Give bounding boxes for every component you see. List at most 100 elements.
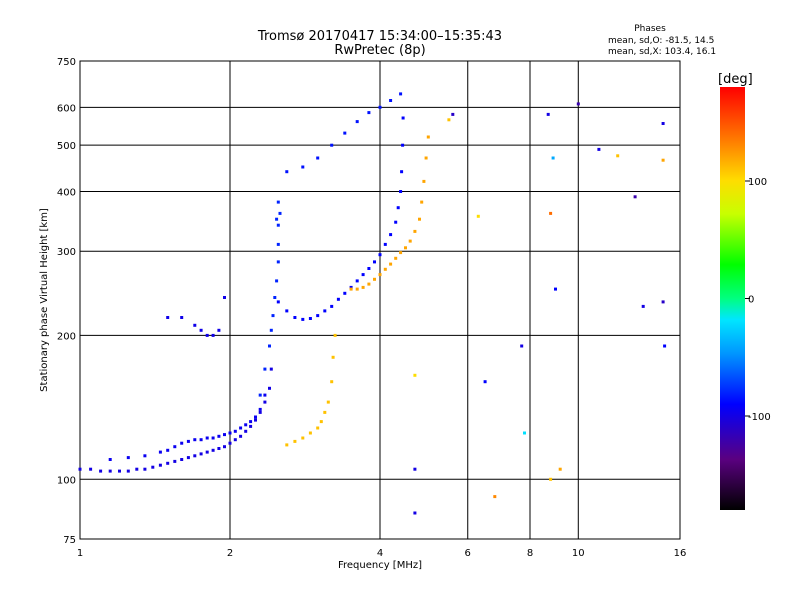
data-point <box>401 143 405 147</box>
data-point <box>271 314 275 318</box>
data-point <box>367 267 371 270</box>
data-point <box>254 415 257 419</box>
data-point <box>244 429 248 433</box>
data-point <box>301 317 305 321</box>
data-point <box>293 439 297 443</box>
data-point <box>193 438 197 442</box>
data-point <box>211 436 215 440</box>
data-point <box>399 190 403 193</box>
data-point <box>616 154 620 158</box>
data-point <box>373 260 376 264</box>
data-point <box>447 118 451 122</box>
data-point <box>223 433 226 437</box>
data-point <box>275 217 279 221</box>
data-point <box>275 279 279 283</box>
data-point <box>308 317 312 320</box>
data-point <box>108 458 112 461</box>
data-point <box>205 450 209 454</box>
data-point <box>278 211 282 215</box>
data-point <box>404 246 407 250</box>
data-point <box>205 436 209 440</box>
data-point <box>233 438 237 442</box>
data-point <box>223 296 226 299</box>
x-tick-label: 8 <box>527 548 533 559</box>
data-point <box>408 239 412 243</box>
x-tick-label: 10 <box>572 548 585 559</box>
data-point <box>426 135 430 139</box>
data-point <box>319 420 323 424</box>
y-tick-label: 75 <box>63 535 76 546</box>
data-point <box>661 300 665 304</box>
x-tick-label: 6 <box>465 548 471 559</box>
data-point <box>661 158 665 162</box>
x-tick-label: 2 <box>227 548 233 559</box>
data-point <box>343 291 347 295</box>
data-point <box>378 273 382 277</box>
data-point <box>330 143 334 147</box>
data-point <box>576 102 580 106</box>
data-point <box>89 467 93 471</box>
data-point <box>401 116 405 120</box>
data-point <box>308 431 312 435</box>
data-point <box>173 459 177 463</box>
data-point <box>520 344 524 348</box>
y-tick-label: 200 <box>57 331 76 342</box>
data-point <box>476 214 480 218</box>
data-point <box>316 426 320 430</box>
data-point <box>276 242 280 246</box>
data-point <box>420 200 424 204</box>
data-point <box>166 316 170 319</box>
data-point <box>546 112 550 116</box>
data-point <box>349 285 353 289</box>
data-point <box>549 477 553 481</box>
data-point <box>273 296 277 299</box>
data-point <box>293 316 297 319</box>
data-point <box>228 441 232 445</box>
data-point <box>399 92 403 96</box>
data-point <box>451 112 455 116</box>
data-point <box>323 309 327 313</box>
data-point <box>413 229 417 233</box>
data-point <box>158 463 162 467</box>
data-point <box>239 426 243 430</box>
data-point <box>166 448 170 452</box>
y-axis-label: Stationary phase Virtual Height [km] <box>39 208 50 392</box>
data-point <box>483 380 487 384</box>
colorbar-tick-label: 0 <box>748 295 754 306</box>
data-point <box>186 439 190 443</box>
data-point <box>223 445 226 449</box>
data-point <box>383 242 387 246</box>
data-point <box>78 467 82 471</box>
data-point <box>336 297 340 301</box>
data-points <box>78 92 667 515</box>
plot-area: 1 2 4 6 8 10 16 75 100 200 300 400 500 600 750 <box>57 57 686 559</box>
data-point <box>367 111 371 115</box>
data-point <box>217 434 221 438</box>
data-point <box>135 467 139 471</box>
data-point <box>349 287 353 291</box>
data-point <box>199 452 203 456</box>
data-point <box>254 418 257 422</box>
data-point <box>228 431 232 435</box>
data-point <box>378 105 382 109</box>
data-point <box>258 410 262 414</box>
data-point <box>333 333 337 337</box>
data-point <box>233 429 237 433</box>
data-point <box>269 367 273 371</box>
grid-lines <box>80 61 680 539</box>
x-tick-label: 4 <box>377 548 383 559</box>
colorbar-tick-label: -100 <box>748 412 771 423</box>
data-point <box>126 456 130 460</box>
data-point <box>258 407 262 411</box>
data-point <box>180 441 184 445</box>
stats-heading: Phases <box>634 24 666 34</box>
data-point <box>551 156 555 160</box>
data-point <box>180 458 184 461</box>
data-point <box>217 447 221 450</box>
data-point <box>394 220 398 224</box>
data-point <box>413 373 417 377</box>
data-point <box>361 273 365 277</box>
data-point <box>330 304 334 308</box>
data-point <box>633 195 637 199</box>
